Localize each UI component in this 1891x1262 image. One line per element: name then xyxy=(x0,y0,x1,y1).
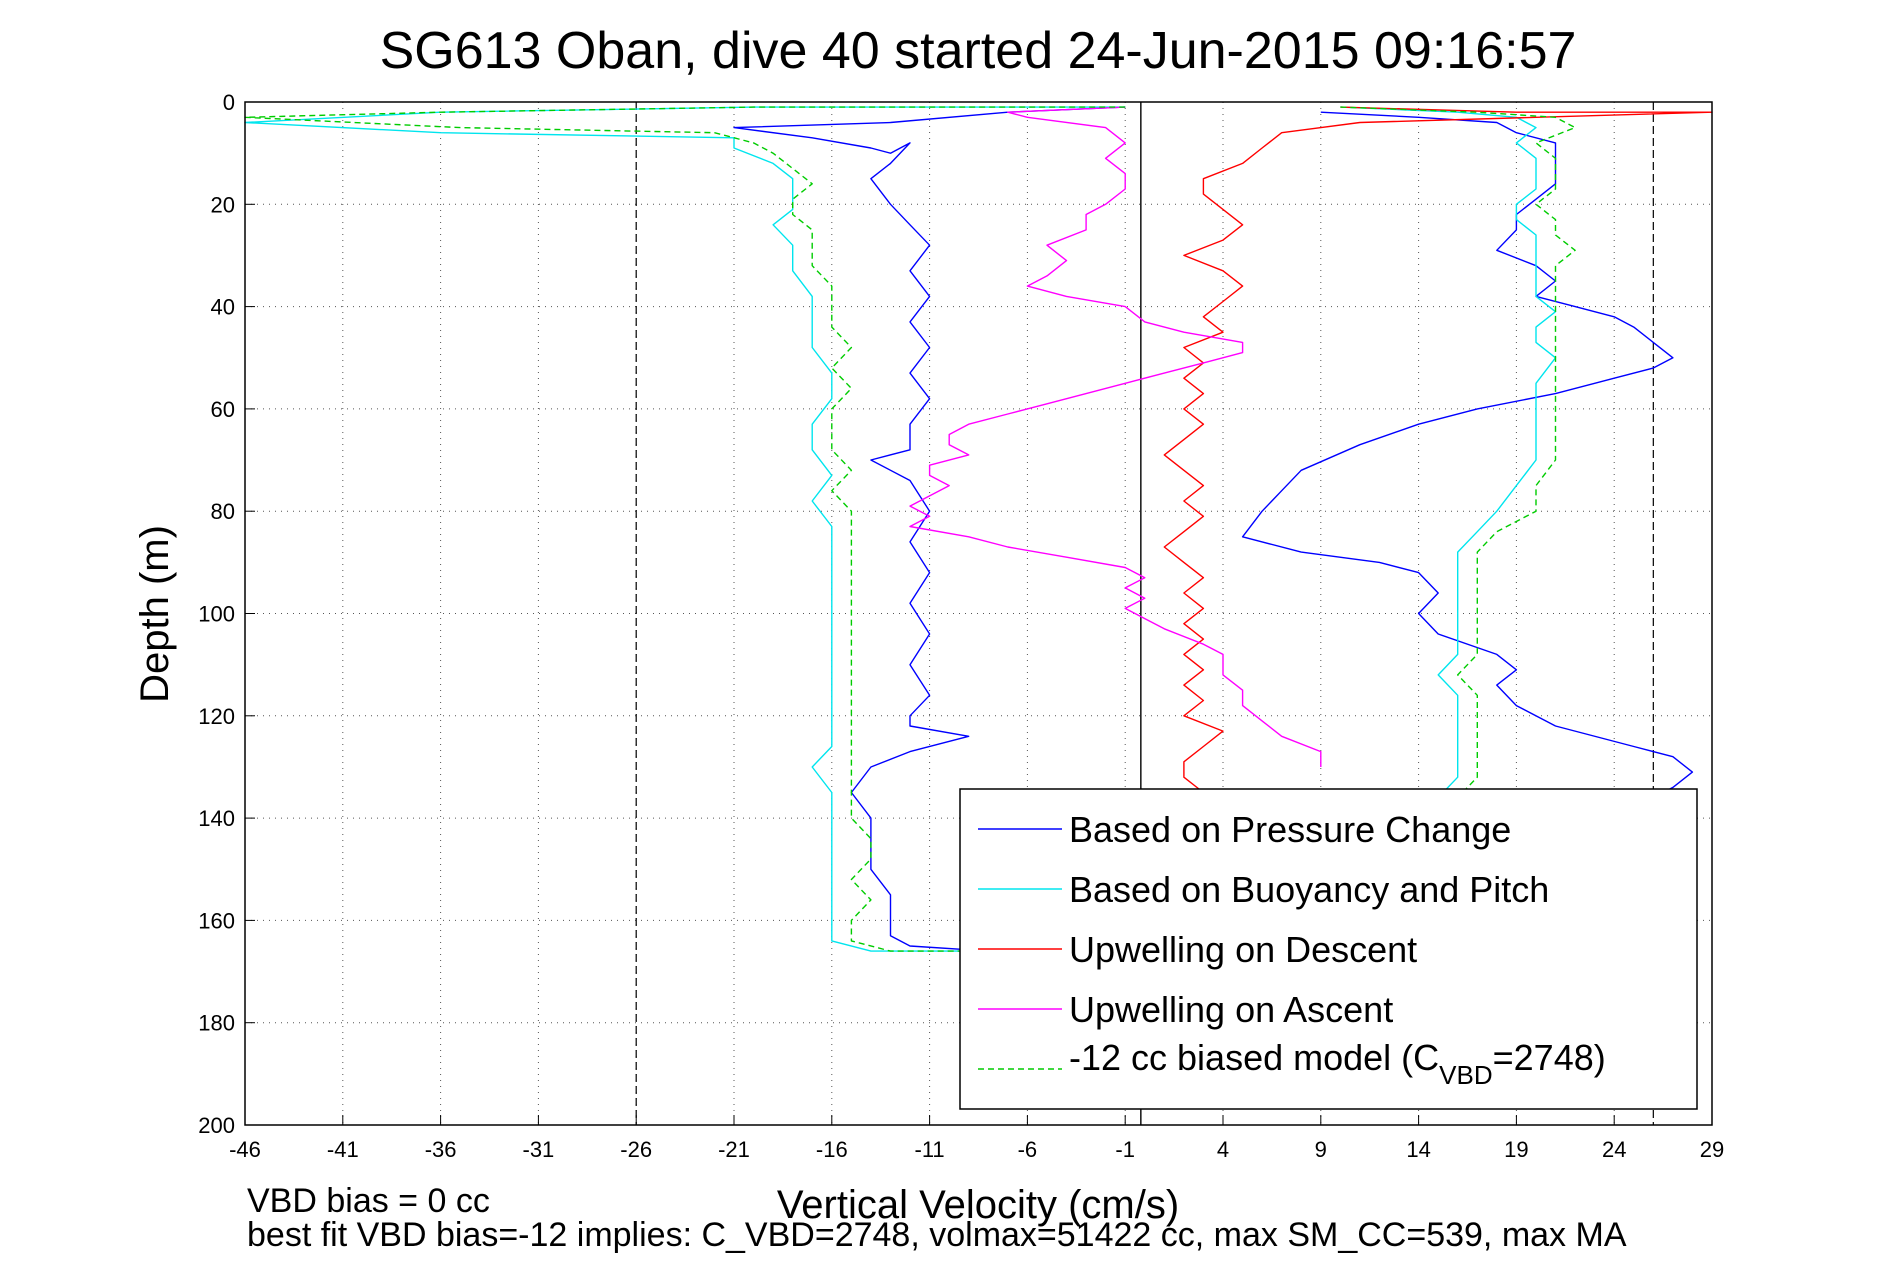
x-tick-label: -36 xyxy=(425,1137,457,1162)
x-tick-label: -31 xyxy=(523,1137,555,1162)
y-tick-label: 100 xyxy=(198,602,235,627)
x-axis-label: Vertical Velocity (cm/s) xyxy=(777,1183,1179,1227)
x-tick-label: -6 xyxy=(1018,1137,1038,1162)
y-tick-label: 20 xyxy=(211,192,235,217)
x-tick-label: -21 xyxy=(718,1137,750,1162)
x-tick-label: -46 xyxy=(229,1137,261,1162)
series-line-2 xyxy=(1163,106,1713,794)
y-tick-label: 200 xyxy=(198,1113,235,1138)
series-line-0 xyxy=(733,106,1694,952)
x-tick-label: 24 xyxy=(1602,1137,1626,1162)
x-tick-label: 19 xyxy=(1504,1137,1528,1162)
y-tick-label: 180 xyxy=(198,1011,235,1036)
x-tick-label: 4 xyxy=(1217,1137,1229,1162)
legend-label-pressure: Based on Pressure Change xyxy=(1069,809,1511,850)
series-line-1 xyxy=(244,106,1557,952)
x-tick-label: 14 xyxy=(1406,1137,1430,1162)
y-tick-label: 120 xyxy=(198,704,235,729)
legend: Based on Pressure Change Based on Buoyan… xyxy=(959,788,1698,1110)
series-line-3 xyxy=(909,106,1322,767)
x-tick-label: -1 xyxy=(1115,1137,1135,1162)
note-best-fit: best fit VBD bias=-12 implies: C_VBD=274… xyxy=(247,1216,1627,1254)
legend-label-model: -12 cc biased model (CVBD=2748) xyxy=(1069,1037,1606,1090)
x-tick-label: 29 xyxy=(1700,1137,1724,1162)
y-tick-label: 80 xyxy=(211,499,235,524)
legend-label-ascent: Upwelling on Ascent xyxy=(1069,989,1393,1030)
y-tick-label: 0 xyxy=(223,90,235,115)
y-tick-label: 160 xyxy=(198,908,235,933)
x-tick-label: 9 xyxy=(1315,1137,1327,1162)
x-tick-label: -16 xyxy=(816,1137,848,1162)
chart-title: SG613 Oban, dive 40 started 24-Jun-2015 … xyxy=(380,22,1577,80)
x-tick-label: -26 xyxy=(620,1137,652,1162)
x-tick-label: -11 xyxy=(915,1137,945,1162)
x-tick-label: -41 xyxy=(327,1137,359,1162)
y-tick-label: 60 xyxy=(211,397,235,422)
y-tick-label: 140 xyxy=(198,806,235,831)
legend-label-buoyancy: Based on Buoyancy and Pitch xyxy=(1069,869,1549,910)
y-axis-label: Depth (m) xyxy=(133,525,177,703)
y-tick-label: 40 xyxy=(211,295,235,320)
legend-label-descent: Upwelling on Descent xyxy=(1069,929,1417,970)
series-line-4 xyxy=(244,106,1576,952)
y-axis-ticks: 0 20 40 60 80 100 120 140 160 180 200 xyxy=(198,90,255,1138)
x-axis-ticks: -46 -41 -36 -31 -26 -21 -16 -11 -6 -1 4 9 14 19 24 29 xyxy=(229,1115,1724,1162)
legend-box xyxy=(959,788,1698,1110)
note-vbd-bias: VBD bias = 0 cc xyxy=(247,1182,490,1220)
series-group xyxy=(244,106,1713,952)
